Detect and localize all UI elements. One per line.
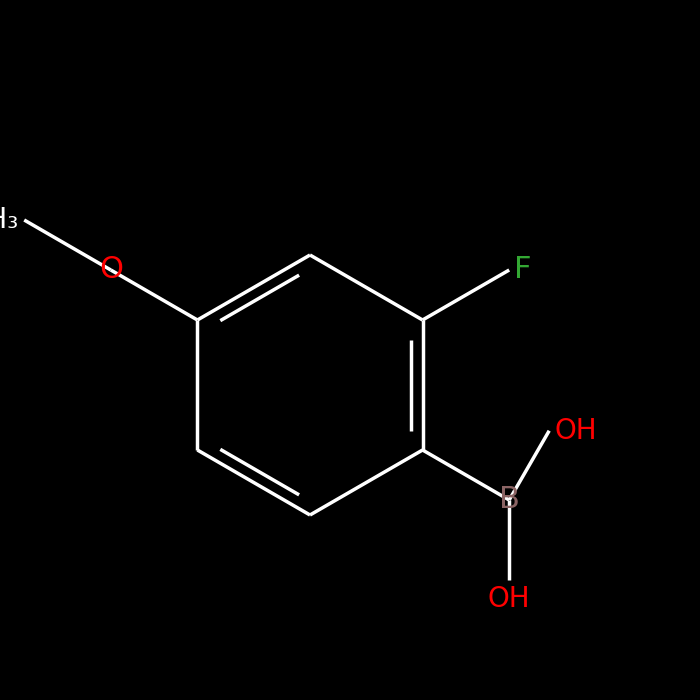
Text: OH: OH	[488, 585, 531, 613]
Text: B: B	[498, 486, 519, 514]
Text: F: F	[514, 256, 532, 284]
Text: O: O	[99, 256, 122, 284]
Text: CH₃: CH₃	[0, 206, 19, 234]
Text: OH: OH	[554, 416, 597, 444]
